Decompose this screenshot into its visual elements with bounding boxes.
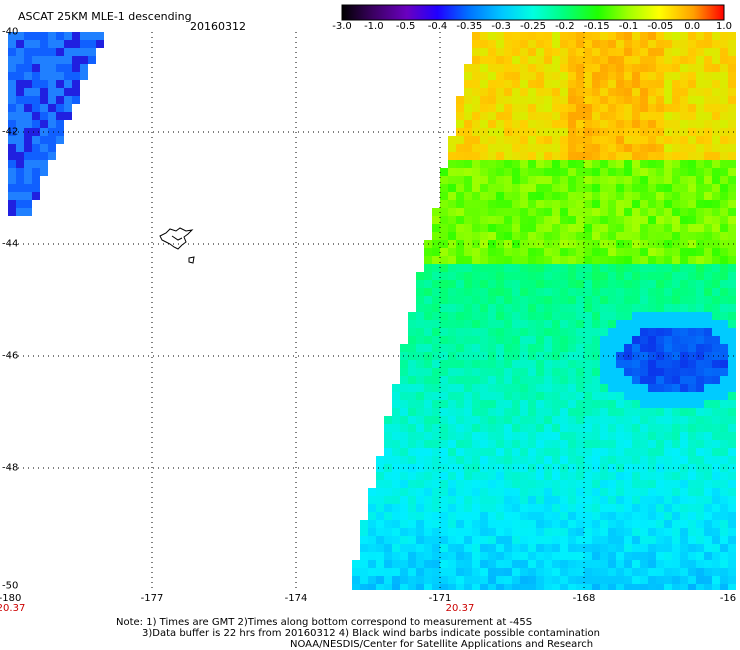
island-outline: [159, 227, 195, 264]
graticule: [8, 32, 736, 590]
colorbar: [341, 4, 725, 21]
swath-right: [352, 32, 736, 590]
date-label: 20160312: [190, 20, 246, 33]
x-tick-label: -180: [0, 593, 22, 604]
colorbar-label: -0.3: [491, 21, 511, 32]
x-tick-label: -16: [719, 593, 737, 604]
y-tick-label: -42: [2, 126, 19, 138]
time-mark-right: 20.37: [445, 603, 475, 614]
swath-left: [8, 32, 104, 216]
colorbar-label: -0.35: [456, 21, 483, 32]
x-tick-label: -168: [572, 593, 596, 604]
colorbar-label: -0.2: [555, 21, 575, 32]
colorbar-label: 0.0: [684, 21, 701, 32]
colorbar-label: -0.25: [520, 21, 546, 32]
y-tick-label: -40: [2, 26, 19, 38]
y-tick-label: -50: [2, 580, 19, 592]
x-tick-label: -177: [140, 593, 164, 604]
colorbar-label: -0.15: [583, 21, 610, 32]
x-tick-label: -174: [284, 593, 308, 604]
note-line-2: 3)Data buffer is 22 hrs from 20160312 4)…: [142, 628, 600, 639]
colorbar-label: -0.1: [618, 21, 639, 32]
product-title: ASCAT 25KM MLE-1 descending: [18, 10, 192, 23]
y-tick-label: -46: [2, 350, 19, 362]
colorbar-label: -3.0: [332, 21, 352, 32]
colorbar-label: -1.0: [364, 21, 384, 32]
colorbar-label: -0.4: [427, 21, 448, 32]
note-line-1: Note: 1) Times are GMT 2)Times along bot…: [116, 617, 533, 628]
y-tick-label: -48: [2, 462, 19, 474]
colorbar-label: -0.05: [647, 21, 674, 32]
x-tick-label: -171: [428, 593, 452, 604]
colorbar-label: 1.0: [716, 21, 732, 32]
y-tick-label: -44: [2, 238, 19, 250]
colorbar-label: -0.5: [395, 21, 416, 32]
time-mark-left: 20.37: [0, 603, 26, 614]
note-line-3: NOAA/NESDIS/Center for Satellite Applica…: [290, 639, 594, 650]
